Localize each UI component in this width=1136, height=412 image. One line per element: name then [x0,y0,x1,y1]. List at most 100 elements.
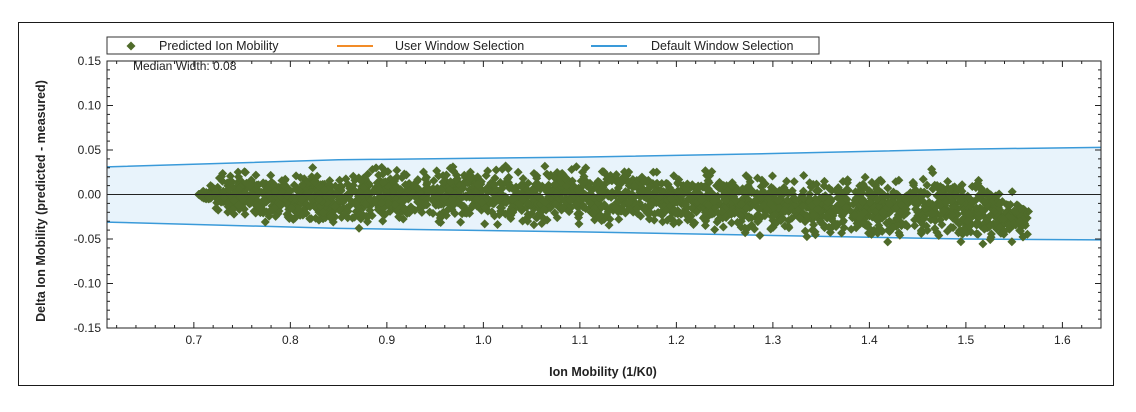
data-point [472,194,482,204]
chart-frame: Predicted Ion Mobility User Window Select… [18,22,1114,386]
data-point [562,181,572,191]
data-point [976,190,986,200]
data-point [645,199,655,209]
data-point [462,208,472,218]
data-point [533,191,543,201]
data-point [561,189,571,199]
x-axis-title: Ion Mobility (1/K0) [549,365,657,379]
data-point [445,185,455,195]
data-point [579,172,589,182]
data-point [956,195,966,205]
data-point [918,220,928,230]
data-point [937,220,947,230]
x-tick-label: 0.7 [186,333,203,347]
data-point [932,227,942,237]
data-point [816,217,826,227]
data-point [718,222,728,232]
data-point [493,219,503,229]
data-point [813,204,823,214]
data-point [841,202,851,212]
data-point [611,170,621,180]
data-point [446,177,456,187]
data-point [365,205,375,215]
data-point [998,214,1008,224]
data-point [624,198,634,208]
data-point [872,184,882,194]
data-point [846,224,856,234]
data-point [962,216,972,226]
data-point [234,200,244,210]
data-point [252,180,262,190]
data-point [692,188,702,198]
data-point [767,223,777,233]
data-point [884,199,894,209]
data-point [477,198,487,208]
data-point [799,193,809,203]
data-point [799,171,809,181]
data-point [371,163,381,173]
data-point [753,173,763,183]
y-tick-label: 0.10 [78,99,102,113]
data-point [995,198,1005,208]
data-point [726,209,736,219]
data-point [358,210,368,220]
data-point [502,209,512,219]
data-point [979,224,989,234]
data-point [522,213,532,223]
data-point [956,237,966,247]
data-point [780,221,790,231]
data-point [922,180,932,190]
data-point [767,171,777,181]
data-point [942,226,952,236]
data-point [556,169,566,179]
data-point [892,213,902,223]
data-point [883,183,893,193]
median-width-annotation: Median Width: 0.08 [133,59,237,73]
data-point [382,192,392,202]
data-point [518,174,528,184]
data-point [345,189,355,199]
data-point [378,177,388,187]
data-point [800,226,810,236]
data-point [549,172,559,182]
legend-marker-diamond [126,41,136,51]
data-point [539,204,549,214]
data-point [604,220,614,230]
y-tick-label: -0.15 [74,321,102,335]
data-point [922,225,932,235]
data-point [550,179,560,189]
data-point [716,180,726,190]
data-point [434,217,444,227]
data-point [528,186,538,196]
data-point [894,175,904,185]
data-point [551,199,561,209]
data-point [741,203,751,213]
data-point [819,176,829,186]
data-point [636,211,646,221]
data-point [1015,216,1025,226]
data-point [717,206,727,216]
data-point [927,164,937,174]
data-point [595,212,605,222]
data-point [401,180,411,190]
data-point [427,186,437,196]
data-point [686,211,696,221]
data-point [830,220,840,230]
data-point [228,204,238,214]
data-point [789,177,799,187]
data-point [727,181,737,191]
data-point [924,197,934,207]
data-point [701,216,711,226]
data-point [876,175,886,185]
data-point [780,205,790,215]
data-point [673,179,683,189]
data-point [957,180,967,190]
y-tick-label: -0.05 [74,232,102,246]
x-tick-label: 1.1 [572,333,589,347]
data-point [747,185,757,195]
data-point [581,163,591,173]
data-point [909,180,919,190]
data-point [661,206,671,216]
data-point [420,174,430,184]
data-point [229,195,239,205]
